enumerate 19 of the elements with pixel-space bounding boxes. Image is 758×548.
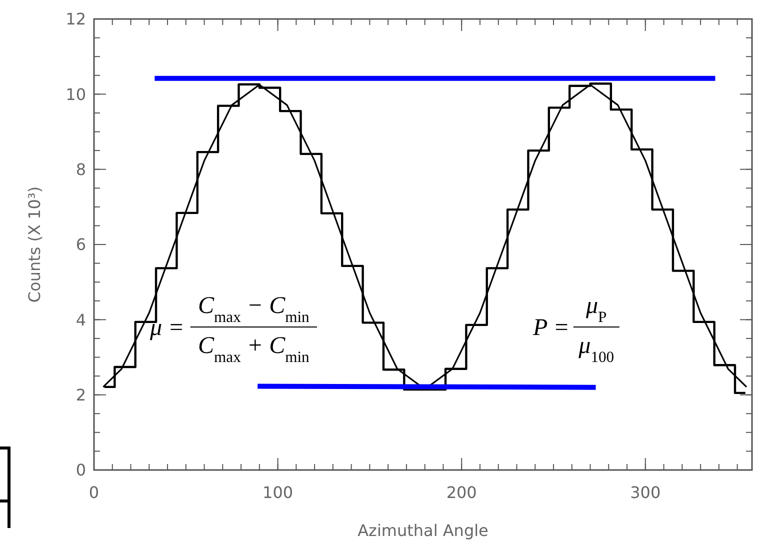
annotation: C$_{max}$ + C$_{min}$ [198,333,310,366]
y-axis-title: Counts (X 10³) [25,186,44,303]
y-tick-label: 6 [76,235,86,254]
annotation: P = [532,314,570,341]
y-tick-label: 10 [66,84,86,104]
y-tick-label: 8 [76,160,86,179]
x-tick-label: 200 [446,483,477,502]
x-tick-label: 0 [88,483,100,502]
x-tick-label: 300 [630,483,661,502]
x-tick-label: 100 [262,483,294,502]
x-axis-title: Azimuthal Angle [358,521,488,540]
annotation: μ$_{100}$ [578,333,614,366]
y-tick-label: 2 [76,385,86,404]
annotation: μ$_{P}$ [584,293,608,326]
annotation: C$_{max}$ − C$_{min}$ [198,293,310,326]
annotation: μ = [149,314,184,341]
y-tick-label: 0 [76,460,86,480]
y-tick-label: 4 [76,310,86,330]
y-tick-label: 12 [66,10,86,29]
